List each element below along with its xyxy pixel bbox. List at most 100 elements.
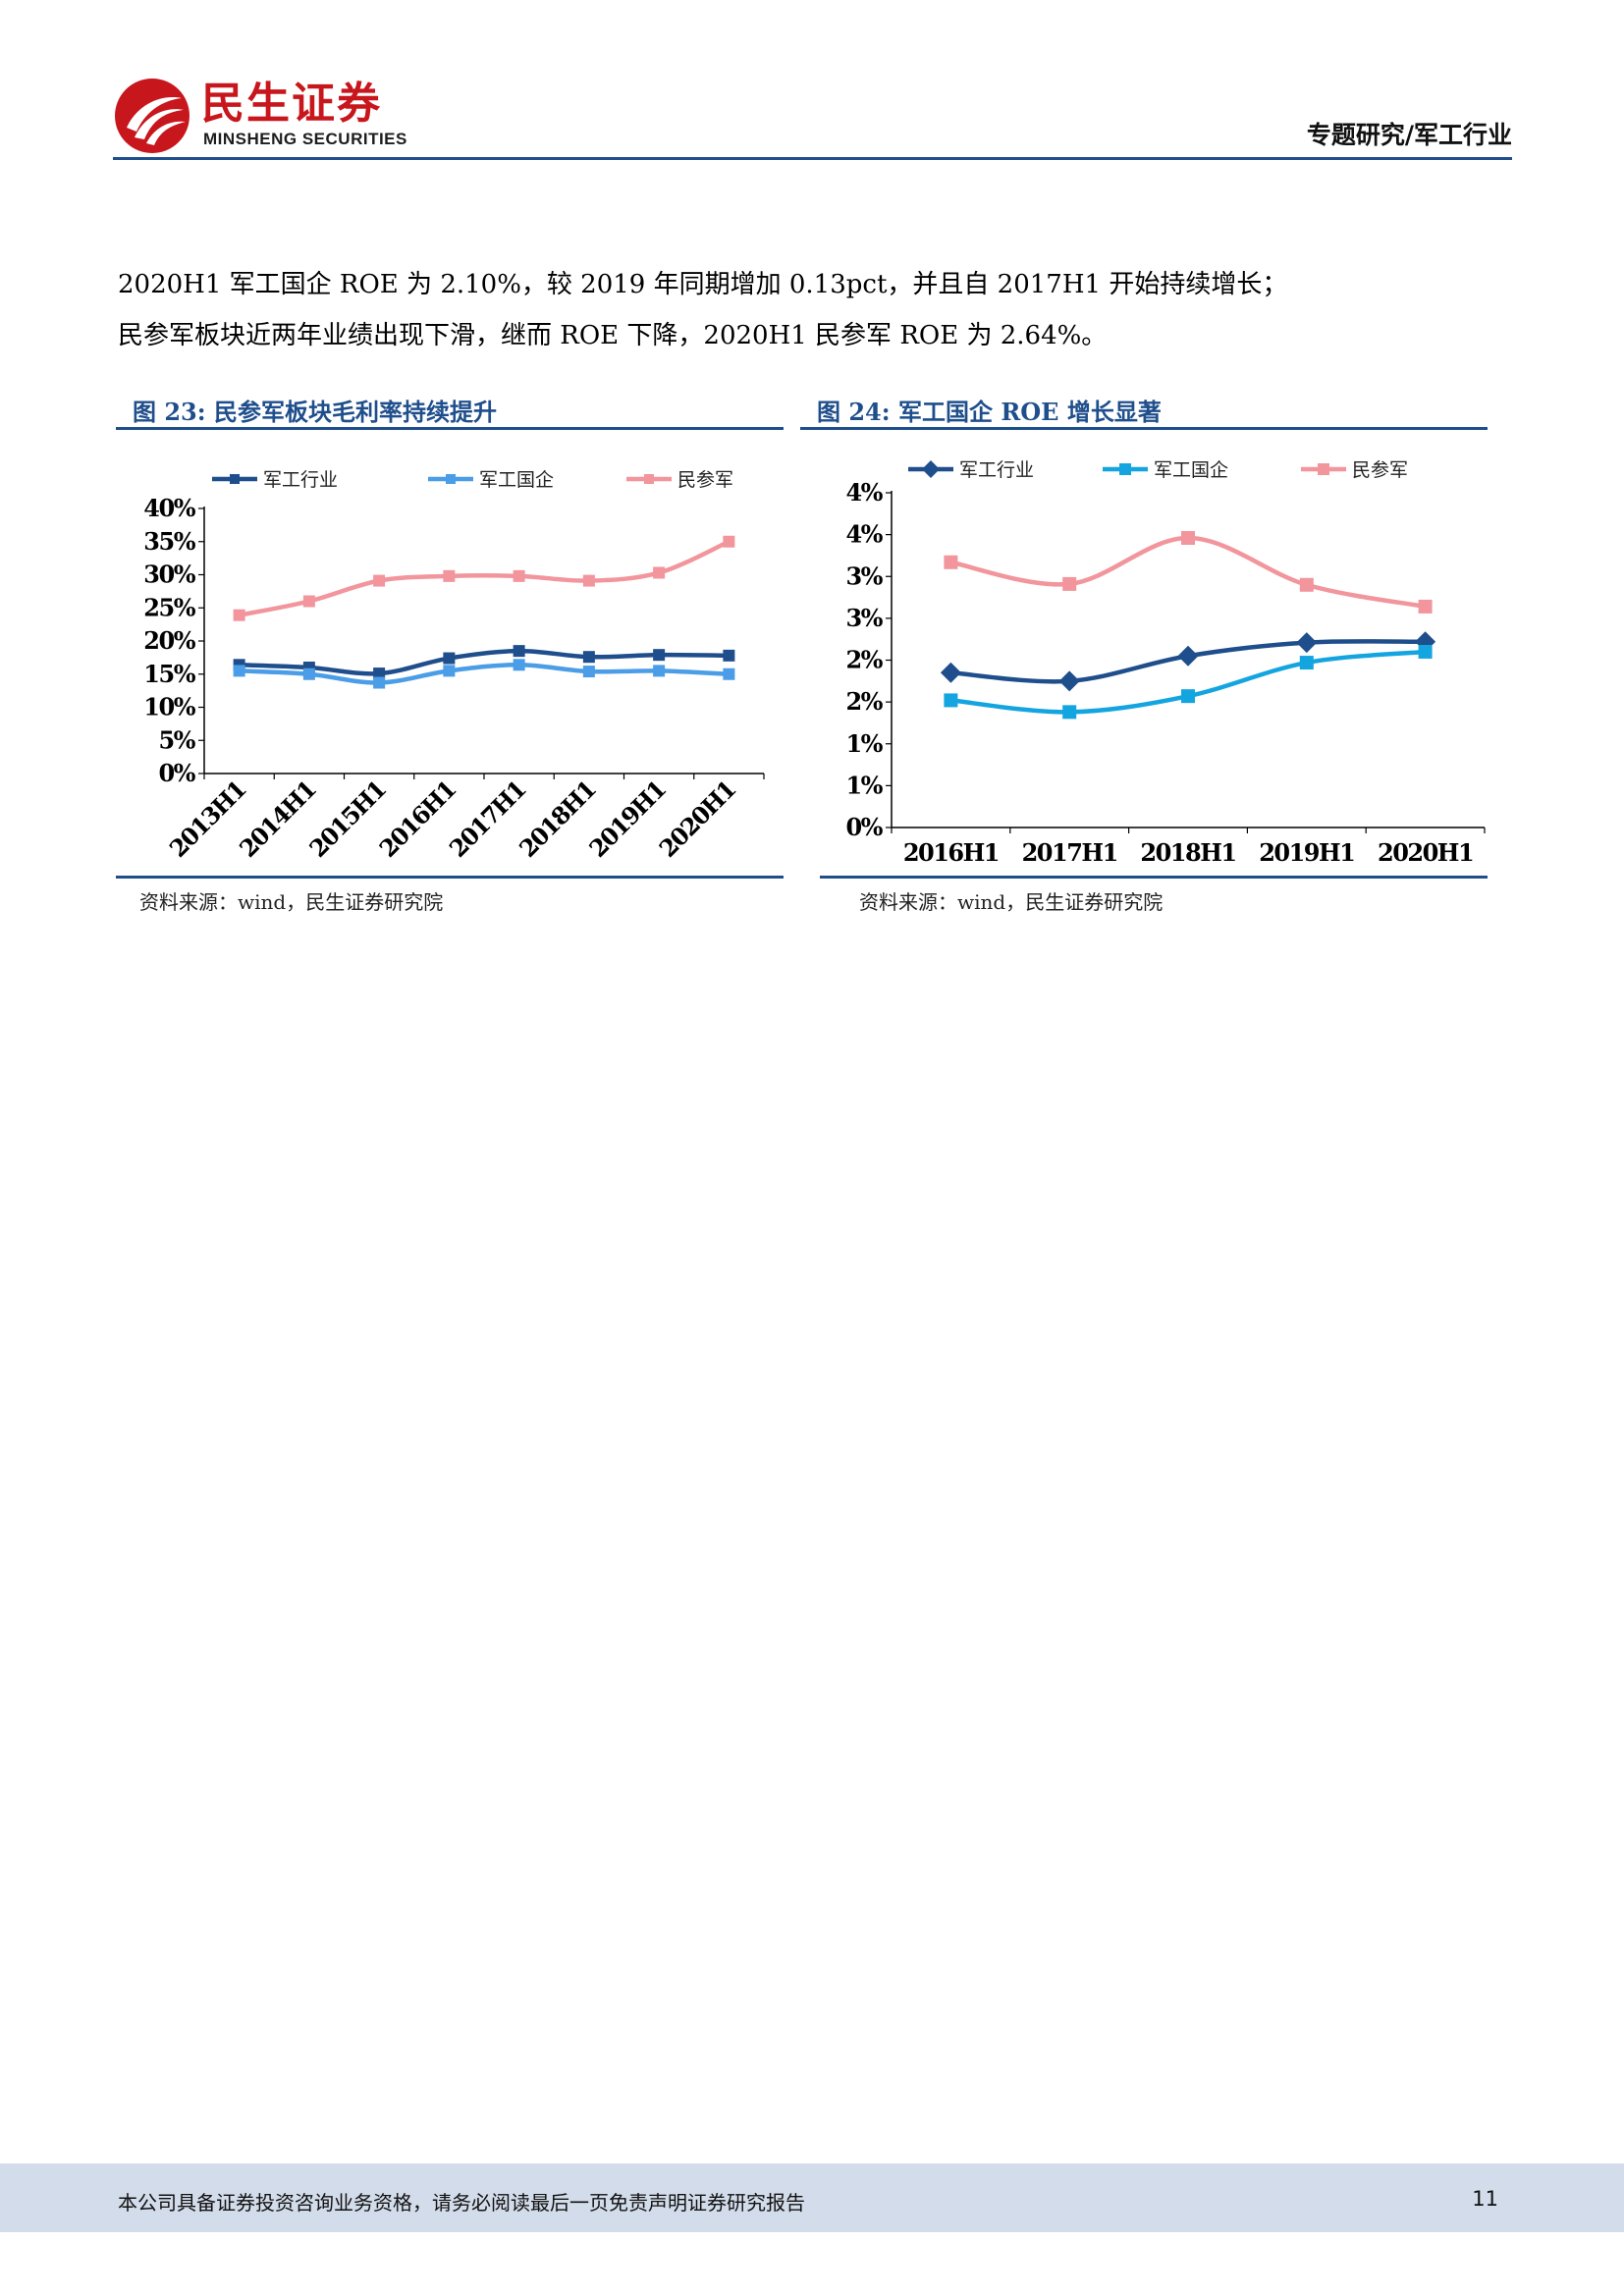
series-0-point-5 [582, 651, 595, 664]
series-军工行业 [233, 645, 735, 680]
legend-1-point-0 [1119, 463, 1131, 475]
series-军工国企 [944, 644, 1433, 720]
figure-24-source: 资料来源：wind，民生证券研究院 [859, 890, 1164, 914]
series-1-point-1 [302, 667, 315, 680]
section-title: 专题研究/军工行业 [1306, 121, 1512, 149]
legend-item: 军工行业 [212, 469, 338, 491]
series-0-point-2 [1177, 645, 1199, 667]
figure-23-bottom-rule [116, 876, 784, 879]
figure-24-top-rule [800, 427, 1488, 430]
legend-item: 民参军 [626, 469, 733, 491]
series-1-point-6 [653, 665, 666, 677]
legend-2-point-0 [1318, 463, 1329, 475]
y-tick-label: 4% [845, 520, 883, 549]
x-tick-label: 2018H1 [514, 775, 601, 863]
series-0-point-6 [653, 649, 666, 662]
figure-23-source: 资料来源：wind，民生证券研究院 [139, 890, 444, 914]
legend-item: 民参军 [1301, 459, 1408, 481]
y-tick-label: 40% [143, 494, 195, 522]
y-tick-label: 3% [845, 604, 883, 632]
series-0-point-3 [443, 652, 456, 665]
series-军工国企 [233, 659, 735, 689]
minsheng-logo-icon [115, 79, 189, 153]
series-军工行业 [940, 631, 1436, 692]
legend-item: 军工行业 [908, 459, 1034, 481]
y-tick-label: 15% [143, 660, 195, 688]
y-tick-label: 2% [845, 646, 883, 674]
legend-2-point-0 [644, 474, 654, 484]
series-2-point-4 [1418, 599, 1433, 614]
series-2-point-0 [944, 555, 958, 569]
series-民参军 [233, 535, 735, 621]
series-2-point-0 [233, 609, 245, 621]
y-tick-label: 4% [845, 478, 883, 507]
header-divider [113, 157, 1512, 160]
series-1-point-7 [723, 667, 735, 680]
page-header: 民生证券 MINSHENG SECURITIES 专题研究/军工行业 [113, 69, 1512, 162]
series-2-point-4 [513, 569, 525, 582]
series-1-point-0 [944, 693, 958, 708]
series-2-point-1 [302, 595, 315, 608]
y-tick-label: 2% [845, 687, 883, 716]
y-tick-label: 1% [845, 771, 883, 799]
series-2-point-3 [1299, 577, 1314, 592]
legend-0-point-0 [230, 474, 240, 484]
x-tick-label: 2016H1 [903, 838, 999, 867]
series-0-point-4 [513, 645, 525, 658]
series-0-point-7 [723, 649, 735, 662]
series-0-point-2 [373, 667, 386, 680]
series-line [949, 535, 1427, 610]
body-paragraph: 2020H1 军工国企 ROE 为 2.10%，较 2019 年同期增加 0.1… [118, 259, 1492, 361]
series-1-point-5 [582, 666, 595, 678]
body-line-2: 民参军板块近两年业绩出现下滑，继而 ROE 下降，2020H1 民参军 ROE … [118, 321, 1108, 350]
figure-23-title: 图 23: 民参军板块毛利率持续提升 [133, 398, 497, 426]
x-tick-label: 2019H1 [583, 775, 671, 863]
x-tick-label: 2017H1 [444, 775, 531, 863]
series-2-point-3 [443, 569, 456, 582]
legend-label: 军工国企 [1154, 459, 1228, 481]
series-2-point-2 [1181, 531, 1195, 546]
series-1-point-4 [513, 659, 525, 671]
y-tick-label: 35% [143, 527, 195, 556]
x-tick-label: 2019H1 [1259, 838, 1354, 867]
series-0-point-0 [940, 662, 961, 683]
figure-24-bottom-rule [820, 876, 1488, 879]
legend-label: 军工国企 [479, 469, 554, 491]
x-tick-label: 2018H1 [1140, 838, 1235, 867]
series-line [239, 648, 730, 676]
page-number: 11 [1472, 2187, 1498, 2211]
legend-label: 民参军 [677, 469, 733, 491]
series-0-point-1 [1058, 670, 1080, 692]
series-line [239, 663, 730, 685]
x-tick-label: 2014H1 [234, 775, 321, 863]
series-2-point-6 [653, 566, 666, 579]
x-tick-label: 2016H1 [373, 775, 460, 863]
series-1-point-2 [373, 676, 386, 689]
series-2-point-1 [1062, 576, 1077, 591]
logo-chinese-name: 民生证券 [201, 79, 382, 129]
series-1-point-0 [233, 665, 245, 677]
y-tick-label: 20% [143, 626, 195, 655]
legend-0-point-0 [922, 460, 940, 478]
series-2-point-2 [373, 574, 386, 587]
figure-24-title: 图 24: 军工国企 ROE 增长显著 [817, 398, 1162, 426]
y-tick-label: 0% [158, 759, 195, 787]
page-footer: 本公司具备证券投资咨询业务资格，请务必阅读最后一页免责声明证券研究报告 11 [0, 2163, 1624, 2232]
y-tick-label: 5% [158, 725, 195, 754]
y-tick-label: 25% [143, 593, 195, 621]
x-tick-label: 2020H1 [1378, 838, 1473, 867]
series-1-point-4 [1418, 644, 1433, 659]
series-1-point-2 [1181, 689, 1195, 704]
x-tick-label: 2017H1 [1022, 838, 1117, 867]
figure-23-top-rule [116, 427, 784, 430]
y-tick-label: 3% [845, 561, 883, 590]
x-tick-label: 2020H1 [653, 775, 740, 863]
figure-24-chart: 0% 1% 1% 2% 2% 3% 3% 4% 4% 2016H1 2017H1 2018H1 2019… [845, 459, 1486, 867]
series-2-point-5 [582, 574, 595, 587]
y-tick-label: 0% [845, 813, 883, 841]
series-民参军 [944, 531, 1433, 614]
y-tick-label: 10% [143, 693, 195, 721]
body-line-1: 2020H1 军工国企 ROE 为 2.10%，较 2019 年同期增加 0.1… [118, 270, 1288, 299]
legend-label: 民参军 [1352, 459, 1408, 481]
series-1-point-3 [1299, 656, 1314, 670]
